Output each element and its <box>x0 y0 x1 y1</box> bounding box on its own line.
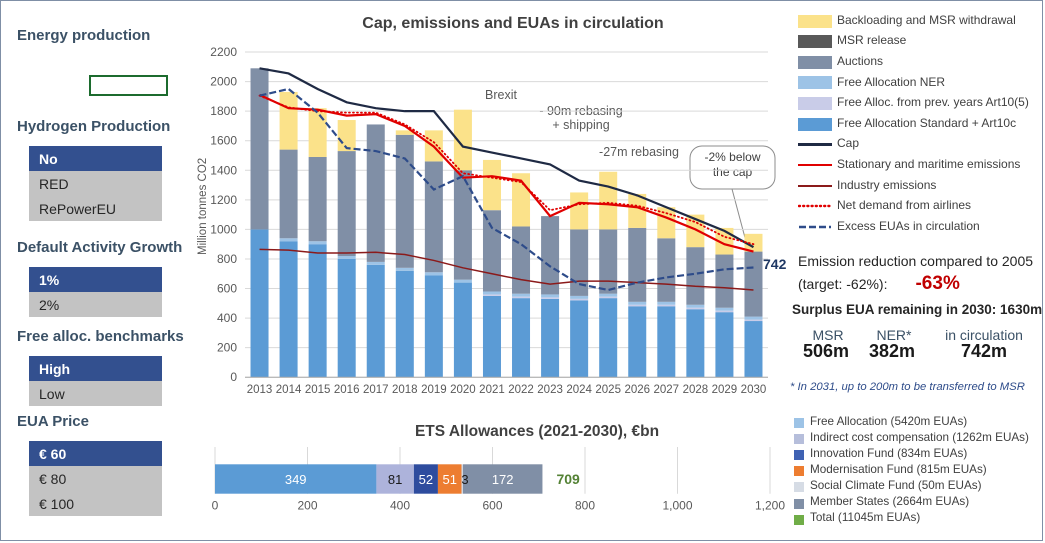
svg-text:2021: 2021 <box>479 384 505 396</box>
svg-text:2030: 2030 <box>741 384 767 396</box>
svg-text:2025: 2025 <box>595 384 621 396</box>
svg-text:2023: 2023 <box>537 384 563 396</box>
svg-text:2000: 2000 <box>210 75 237 89</box>
svg-text:2029: 2029 <box>712 384 738 396</box>
svg-text:2020: 2020 <box>450 384 476 396</box>
svg-text:0: 0 <box>230 370 237 384</box>
svg-text:400: 400 <box>217 311 237 325</box>
svg-text:2026: 2026 <box>624 384 650 396</box>
svg-text:1000: 1000 <box>210 222 237 236</box>
svg-text:2027: 2027 <box>654 384 680 396</box>
svg-text:200: 200 <box>217 341 237 355</box>
svg-text:2015: 2015 <box>305 384 331 396</box>
svg-text:2024: 2024 <box>566 384 592 396</box>
svg-text:2200: 2200 <box>210 45 237 59</box>
svg-text:1400: 1400 <box>210 163 237 177</box>
svg-text:800: 800 <box>217 252 237 266</box>
svg-text:2019: 2019 <box>421 384 447 396</box>
svg-text:1800: 1800 <box>210 104 237 118</box>
svg-text:2018: 2018 <box>392 384 418 396</box>
svg-text:2022: 2022 <box>508 384 534 396</box>
svg-text:2014: 2014 <box>276 384 302 396</box>
svg-text:600: 600 <box>217 282 237 296</box>
svg-text:2013: 2013 <box>247 384 273 396</box>
svg-text:2028: 2028 <box>683 384 709 396</box>
svg-text:2016: 2016 <box>334 384 360 396</box>
svg-text:2017: 2017 <box>363 384 389 396</box>
svg-text:1200: 1200 <box>210 193 237 207</box>
svg-text:1600: 1600 <box>210 134 237 148</box>
